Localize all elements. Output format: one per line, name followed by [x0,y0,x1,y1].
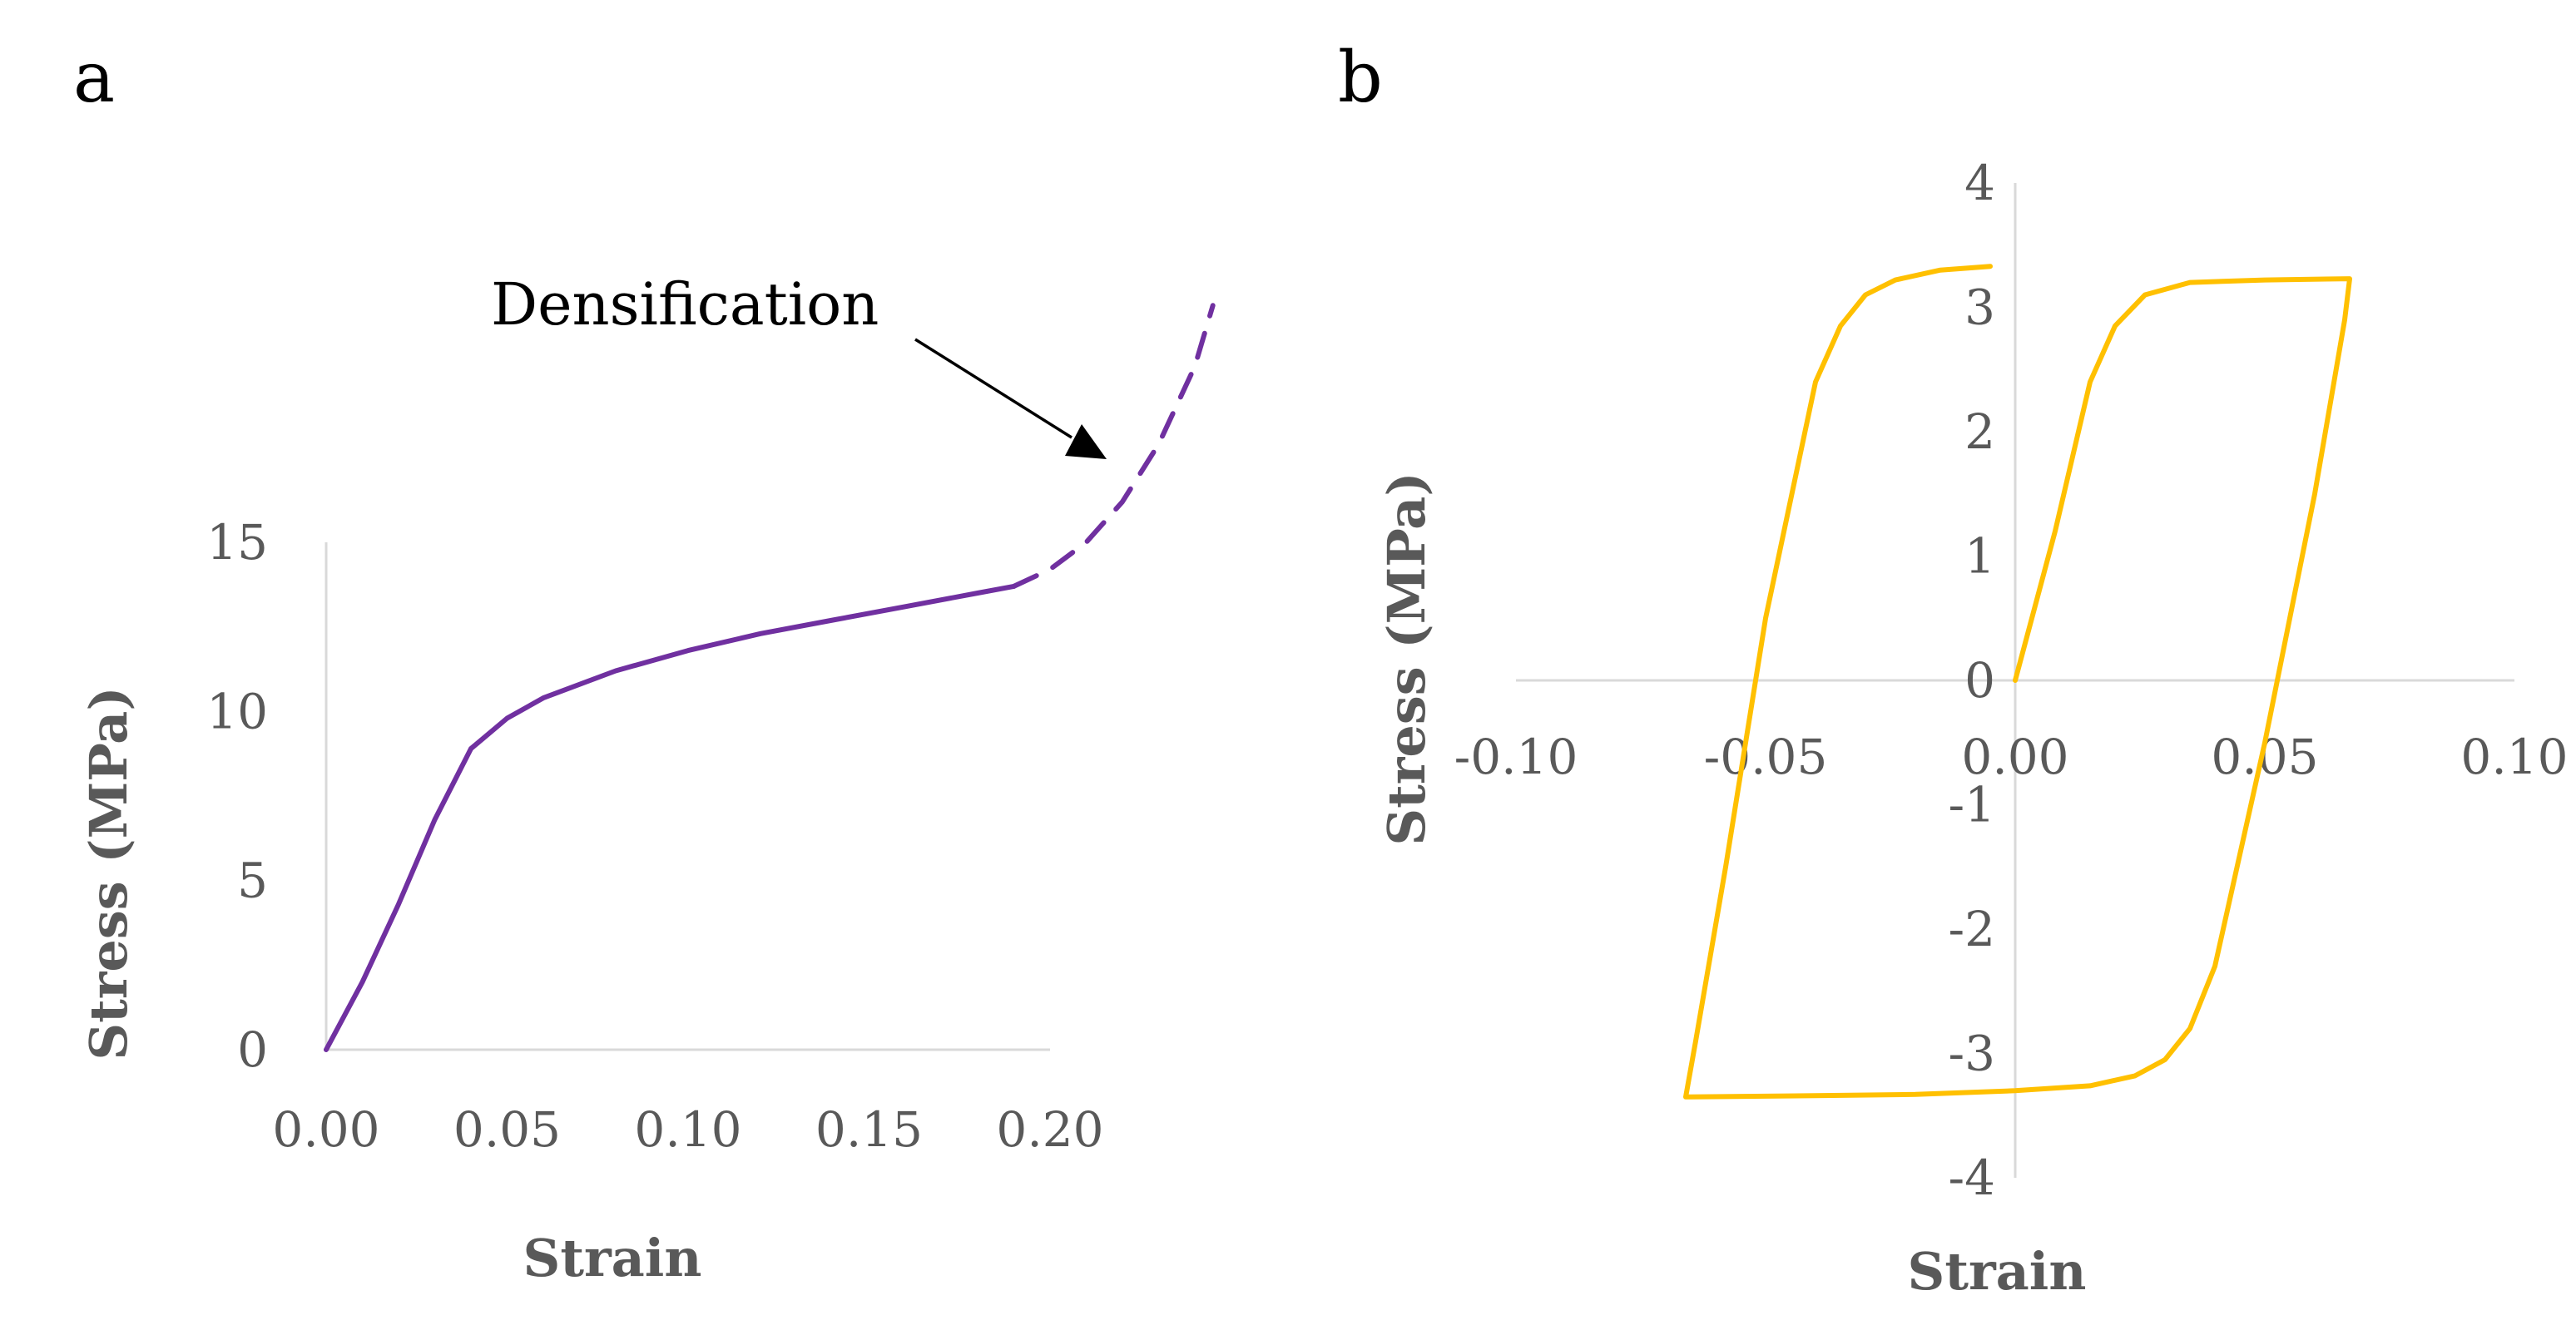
panel-b-y-tick-label: -4 [1949,1150,1996,1206]
panel-a-x-ticks: 0.00 0.05 0.10 0.15 0.20 [272,1101,1103,1158]
panel-b-y-ticks: -4 -3 -2 -1 0 1 2 3 4 [1949,155,1996,1206]
panel-b-x-tick-label: -0.10 [1454,729,1578,785]
panel-a-x-label: Strain [523,1228,702,1288]
panel-b-y-tick-label: 3 [1964,279,1995,336]
panel-b-y-tick-label: 0 [1964,652,1995,709]
panel-a-x-tick-label: 0.15 [815,1101,923,1158]
panel-a-label: a [73,37,115,118]
panel-a-x-tick-label: 0.10 [634,1101,741,1158]
densification-arrow [914,338,1073,439]
panel-b-hysteresis-line [1683,264,2352,1100]
panel-a-y-tick-label: 10 [206,683,268,739]
panel-a-loading-line [324,583,1017,1052]
panel-a-y-label: Stress (MPa) [78,686,139,1060]
densification-arrowhead [1065,424,1107,459]
panel-a-y-tick-label: 5 [237,853,268,909]
panel-a-x-tick-label: 0.05 [453,1101,561,1158]
panel-a-y-ticks: 0 5 10 15 [206,514,268,1078]
panel-a-x-tick-label: 0.20 [996,1101,1103,1158]
densification-annotation: Densification [491,270,879,339]
panel-a-y-tick-label: 0 [237,1021,268,1078]
panel-b-x-ticks: -0.10 -0.05 0.00 0.05 0.10 [1454,729,2569,785]
panel-b-x-label: Strain [1908,1241,2087,1302]
panel-b-y-tick-label: -1 [1949,777,1996,833]
panel-b-series [1683,264,2352,1100]
panel-a: a 0 5 10 15 0.00 0.05 0.10 0.15 0.20 Stress (MP… [73,37,1216,1288]
panel-b-y-tick-label: -3 [1949,1026,1996,1082]
panel-a-y-tick-label: 15 [206,514,268,571]
panel-b-x-tick-label: -0.05 [1704,729,1828,785]
panel-b-x-tick-label: 0.10 [2460,729,2568,785]
panel-a-x-tick-label: 0.00 [272,1101,379,1158]
panel-b-label: b [1338,37,1383,118]
panel-b-y-tick-label: -2 [1949,901,1996,957]
panel-b-x-tick-label: 0.00 [1961,729,2068,785]
panel-b-y-tick-label: 1 [1964,528,1995,585]
panel-b-y-tick-label: 4 [1964,155,1995,211]
panel-b-y-tick-label: 2 [1964,403,1995,460]
panel-b-y-label: Stress (MPa) [1376,472,1437,845]
panel-a-series [324,303,1216,1052]
panel-a-densification-line [1011,303,1216,589]
